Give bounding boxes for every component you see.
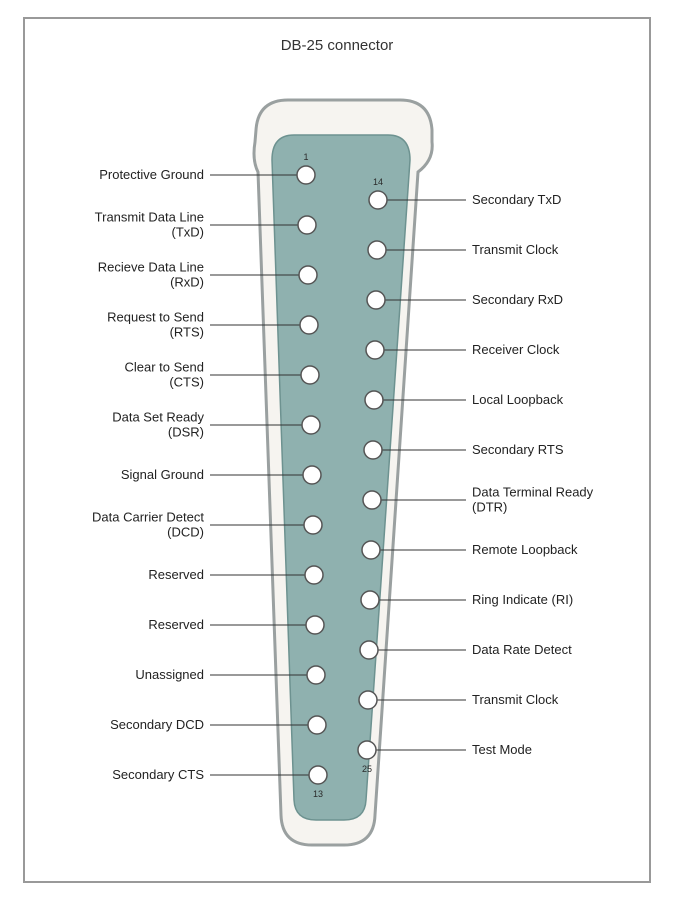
pin-18 [365,391,383,409]
label-pin-18: Local Loopback [472,392,564,407]
label-pin-15: Transmit Clock [472,242,559,257]
label-pin-2-line1: Transmit Data Line [95,210,204,225]
pin-number-1: 1 [303,152,308,162]
label-pin-2-line2: (TxD) [172,225,205,240]
pin-4 [300,316,318,334]
pin-13 [309,766,327,784]
pin-24 [359,691,377,709]
label-pin-12: Secondary DCD [110,717,204,732]
label-pin-5-line2: (CTS) [169,375,204,390]
label-pin-22: Ring Indicate (RI) [472,592,573,607]
label-pin-13: Secondary CTS [112,767,204,782]
pin-21 [362,541,380,559]
label-pin-23: Data Rate Detect [472,642,572,657]
label-pin-4-line1: Request to Send [107,310,204,325]
pin-6 [302,416,320,434]
pin-19 [364,441,382,459]
pin-number-13: 13 [313,789,323,799]
pin-number-14: 14 [373,177,383,187]
pin-10 [306,616,324,634]
pin-11 [307,666,325,684]
pin-12 [308,716,326,734]
db25-diagram: DB-25 connector Protective Ground Transmit… [0,0,674,900]
label-pin-4-line2: (RTS) [170,325,204,340]
pin-17 [366,341,384,359]
pin-number-25: 25 [362,764,372,774]
label-pin-24: Transmit Clock [472,692,559,707]
pin-9 [305,566,323,584]
label-pin-6-line1: Data Set Ready [112,410,204,425]
pin-3 [299,266,317,284]
label-pin-7: Signal Ground [121,467,204,482]
label-pin-9: Reserved [148,567,204,582]
label-pin-10: Reserved [148,617,204,632]
pin-22 [361,591,379,609]
pin-8 [304,516,322,534]
label-pin-16: Secondary RxD [472,292,563,307]
label-pin-11: Unassigned [135,667,204,682]
label-pin-14: Secondary TxD [472,192,561,207]
pin-25 [358,741,376,759]
label-pin-5-line1: Clear to Send [125,360,205,375]
label-pin-20-line1: Data Terminal Ready [472,485,594,500]
pin-1 [297,166,315,184]
pin-7 [303,466,321,484]
pin-5 [301,366,319,384]
label-pin-17: Receiver Clock [472,342,560,357]
diagram-title: DB-25 connector [281,37,394,54]
pin-20 [363,491,381,509]
label-pin-19: Secondary RTS [472,442,564,457]
label-pin-3-line2: (RxD) [170,275,204,290]
label-pin-25: Test Mode [472,742,532,757]
pin-15 [368,241,386,259]
label-pin-21: Remote Loopback [472,542,578,557]
label-pin-1: Protective Ground [99,167,204,182]
pin-2 [298,216,316,234]
label-pin-3-line1: Recieve Data Line [98,260,204,275]
label-pin-8-line1: Data Carrier Detect [92,510,204,525]
pin-14 [369,191,387,209]
pin-23 [360,641,378,659]
label-pin-20-line2: (DTR) [472,500,507,515]
label-pin-6-line2: (DSR) [168,425,204,440]
label-pin-8-line2: (DCD) [167,525,204,540]
pin-16 [367,291,385,309]
